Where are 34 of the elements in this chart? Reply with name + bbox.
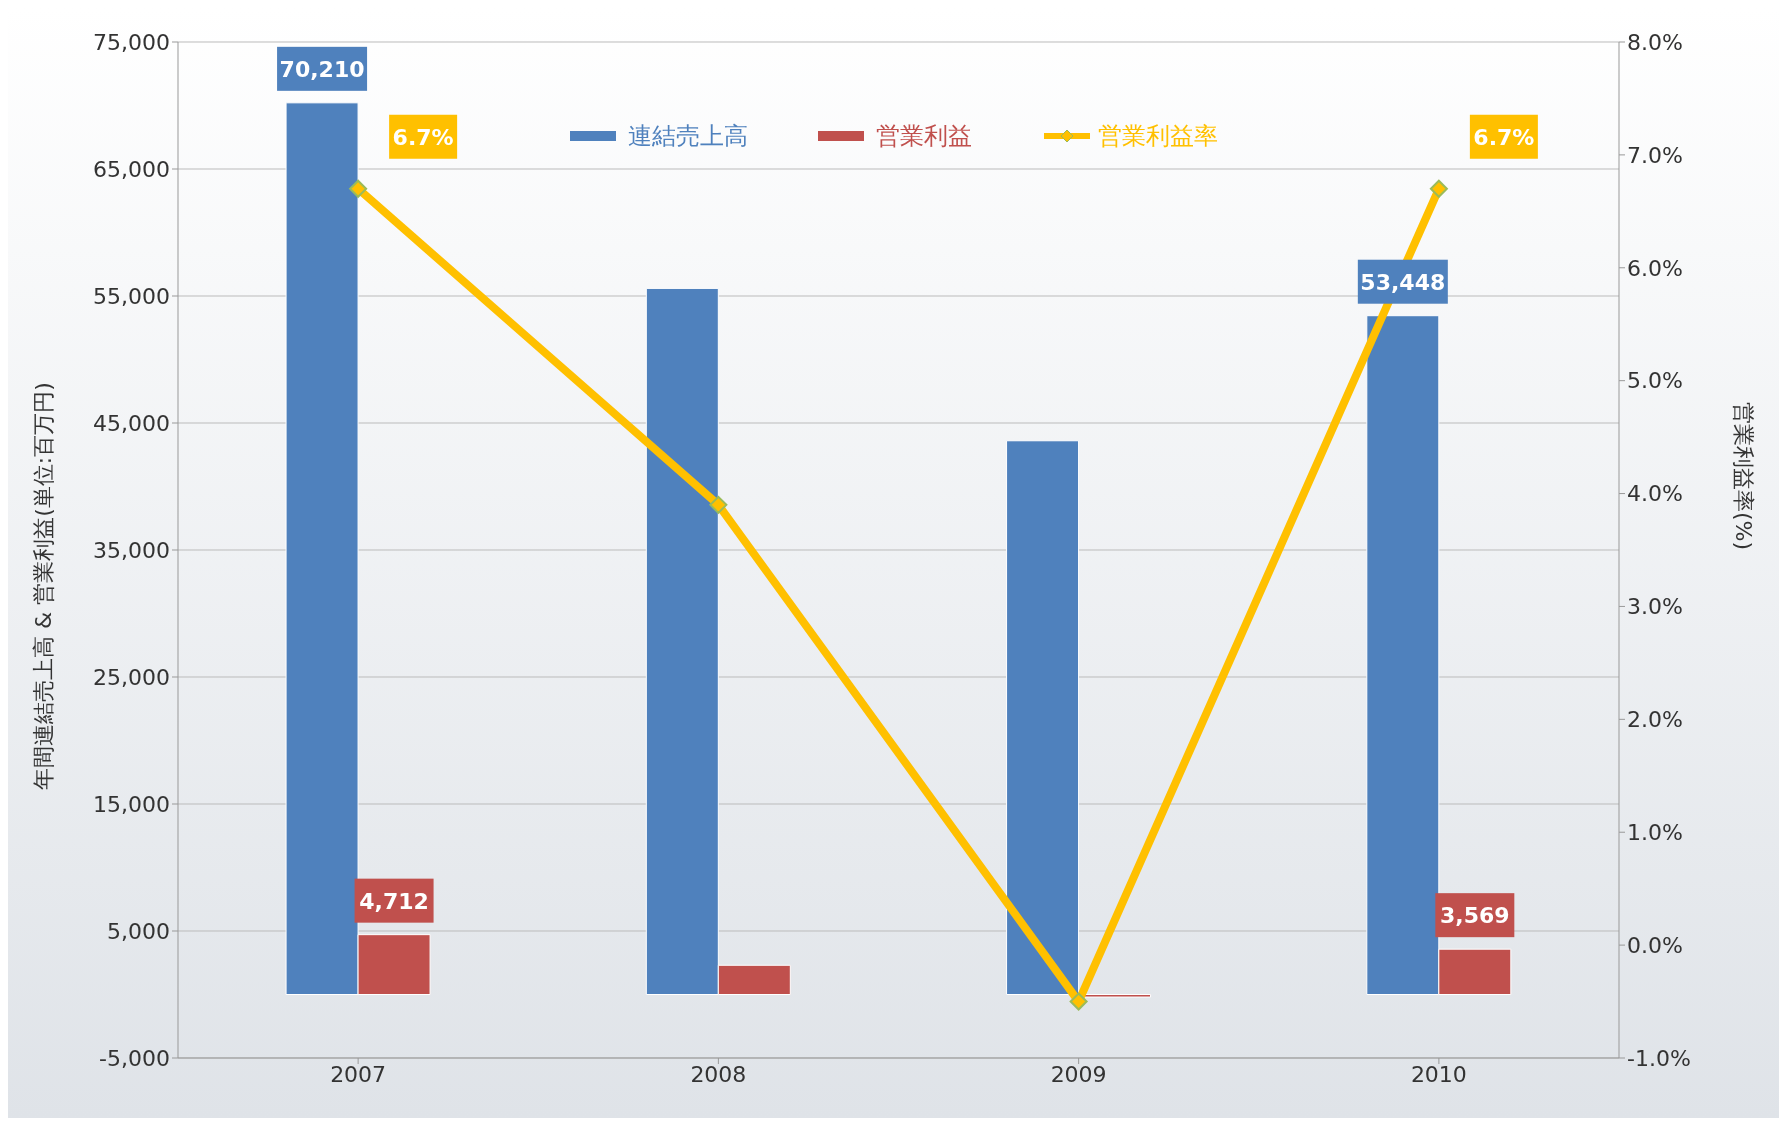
y2-tick-label: 6.0% [1627, 255, 1683, 281]
x-tick-label: 2009 [1050, 1061, 1107, 1087]
y-tick-label: 35,000 [93, 537, 170, 563]
x-tick-label: 2010 [1410, 1061, 1467, 1087]
y-tick-label: 75,000 [93, 29, 170, 55]
legend-label: 営業利益率 [1097, 121, 1218, 152]
y2-axis-title: 営業利益率(%) [1731, 401, 1757, 550]
y-tick-label: -5,000 [99, 1045, 170, 1071]
y2-tick-label: 8.0% [1627, 29, 1683, 55]
legend-label: 営業利益 [875, 121, 972, 152]
y-tick-label: 25,000 [93, 664, 170, 690]
data-label: 70,210 [279, 56, 365, 82]
data-label: 3,569 [1440, 903, 1510, 929]
y-tick-label: 45,000 [93, 410, 170, 436]
data-label: 6.7% [392, 124, 454, 150]
data-label: 53,448 [1360, 269, 1446, 295]
text: 連結売上高 [627, 121, 748, 152]
y-axis-title: 年間連結売上高 & 営業利益(単位:百万円) [30, 382, 56, 790]
y-tick-label: 55,000 [93, 283, 170, 309]
y-tick-label: 15,000 [93, 791, 170, 817]
y-tick-label: 65,000 [93, 156, 170, 182]
y2-tick-label: 3.0% [1627, 594, 1683, 620]
y2-tick-label: 1.0% [1627, 820, 1683, 846]
data-label: 4,712 [359, 888, 429, 914]
x-tick-label: 2008 [690, 1061, 747, 1087]
y2-tick-label: 4.0% [1627, 481, 1683, 507]
y2-tick-label: 2.0% [1627, 707, 1683, 733]
y2-tick-label: 5.0% [1627, 368, 1683, 394]
y2-tick-label: 0.0% [1627, 932, 1683, 958]
y-tick-label: 5,000 [107, 918, 170, 944]
y2-tick-label: 7.0% [1627, 142, 1683, 168]
x-tick-label: 2007 [330, 1061, 387, 1087]
data-label: 6.7% [1473, 124, 1535, 150]
y2-tick-label: -1.0% [1627, 1045, 1691, 1071]
